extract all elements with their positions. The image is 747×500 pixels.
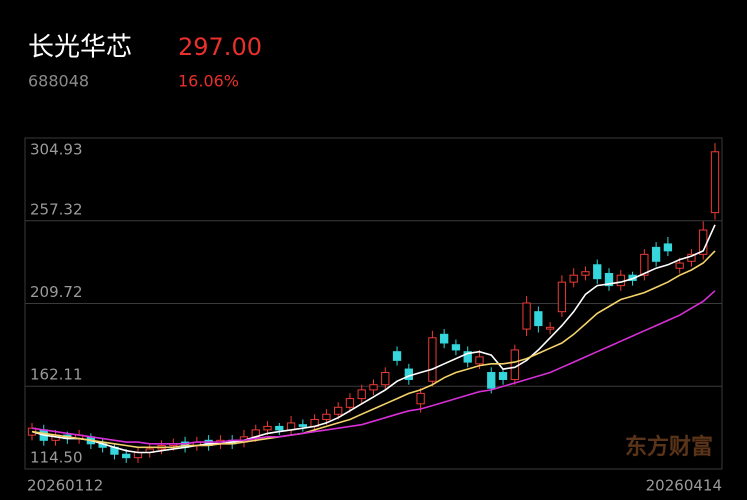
y-tick-label: 257.32 — [30, 200, 83, 218]
candle-body — [334, 406, 343, 415]
candle-body — [392, 351, 402, 361]
y-tick-label: 114.50 — [30, 449, 83, 467]
candle-body — [616, 274, 625, 287]
candle-body — [581, 271, 590, 276]
candle-body — [522, 302, 531, 330]
stock-name: 长光华芯 — [28, 33, 132, 63]
candle-body — [298, 424, 307, 427]
stock-code: 688048 — [28, 72, 89, 91]
candle-body — [710, 151, 720, 214]
candle-body — [122, 453, 131, 459]
x-tick-label: 20260112 — [27, 477, 103, 495]
x-tick-label: 20260414 — [646, 477, 722, 495]
candle-body — [428, 337, 437, 382]
price: 297.00 — [178, 33, 262, 61]
candle-body — [534, 311, 543, 327]
candle-body — [510, 349, 519, 380]
candle-body — [545, 326, 555, 330]
candle-body — [463, 351, 472, 363]
candle-body — [593, 264, 602, 280]
candle-body — [557, 281, 567, 313]
candle-body — [675, 262, 684, 269]
watermark: 东方财富 — [625, 434, 713, 460]
candle-body — [604, 272, 614, 287]
candle-body — [475, 356, 484, 365]
change: 16.06% — [178, 72, 239, 91]
candle-body — [640, 253, 649, 276]
candle-body — [322, 413, 331, 420]
moving-average-line — [31, 250, 716, 449]
moving-average-line — [31, 224, 716, 454]
moving-average-line — [31, 290, 716, 445]
candle-body — [663, 243, 673, 252]
candle-body — [416, 392, 425, 405]
y-tick-label: 304.93 — [30, 141, 83, 159]
candle-body — [498, 372, 508, 380]
candle-body — [451, 344, 461, 351]
candle-body — [487, 372, 496, 389]
candle-body — [440, 333, 449, 344]
candle-body — [369, 384, 378, 391]
candle-body — [651, 246, 661, 262]
candle-body — [381, 372, 390, 386]
y-tick-label: 209.72 — [30, 283, 83, 301]
candle-body — [357, 389, 366, 400]
candle-body — [263, 425, 272, 431]
candle-body — [569, 274, 578, 283]
y-tick-label: 162.11 — [30, 366, 83, 384]
candle-body — [275, 425, 284, 431]
candle-body — [345, 398, 355, 408]
